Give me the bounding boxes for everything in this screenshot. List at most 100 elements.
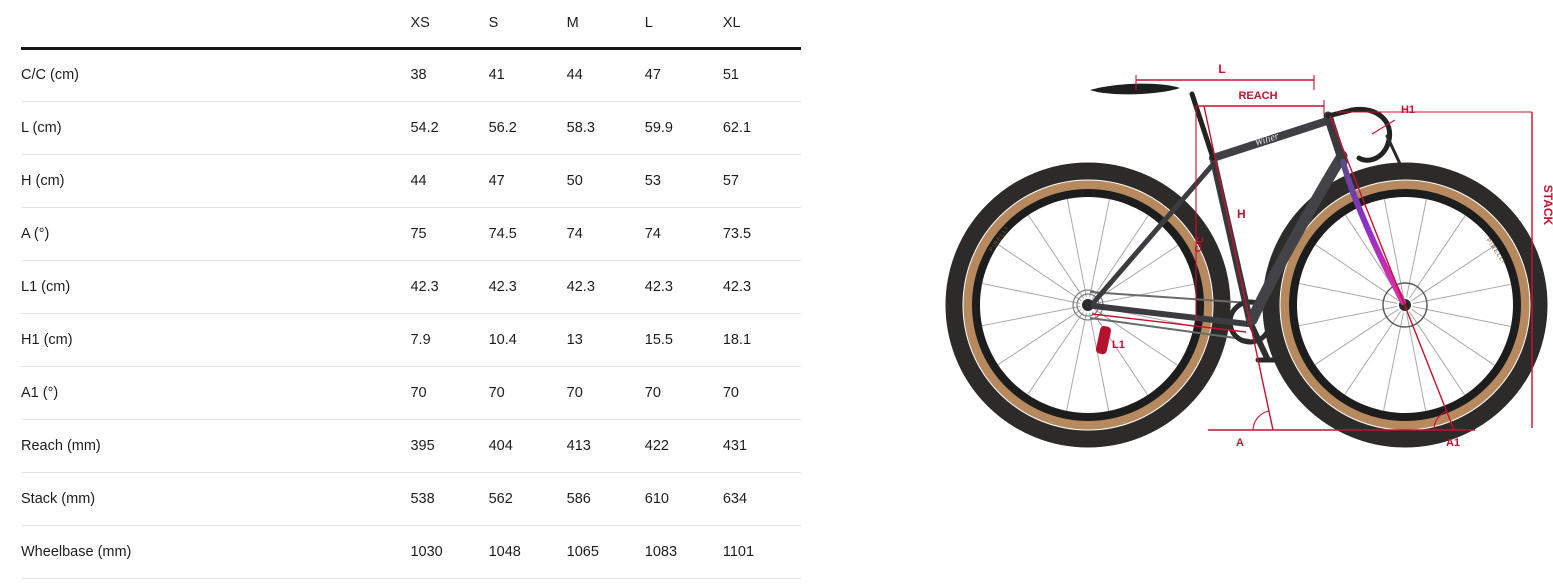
- row-value: 57: [722, 172, 739, 189]
- row-value: 42.3: [644, 278, 673, 295]
- size-column-header: XS: [410, 0, 489, 50]
- row-value: 58.3: [566, 119, 595, 136]
- table-row: A1 (°) 70 70 70 70 70: [21, 366, 801, 419]
- row-value: 70: [410, 384, 427, 401]
- row-label: Stack (mm): [21, 490, 96, 507]
- row-value: 38: [410, 67, 427, 83]
- row-label: Wheelbase (mm): [21, 543, 132, 560]
- row-value: 53: [644, 172, 661, 189]
- row-value: 47: [488, 172, 505, 189]
- row-label: C/C (cm): [21, 67, 79, 83]
- row-value: 44: [566, 67, 583, 83]
- row-value: 538: [410, 490, 435, 507]
- row-value: 562: [488, 490, 513, 507]
- chain-bottom: [1089, 317, 1251, 341]
- row-value: 395: [410, 437, 435, 454]
- row-value: 18.1: [722, 331, 752, 348]
- row-value: 70: [722, 384, 739, 401]
- row-value: 44: [410, 172, 427, 189]
- front-wheel: PIRELLI: [1262, 162, 1548, 448]
- frame-logo-text: Wilier: [1254, 131, 1281, 149]
- row-value: 7.9: [410, 331, 431, 348]
- front-tire-sidewall: [1280, 180, 1530, 430]
- crank-arm: [1247, 319, 1270, 361]
- row-value: 13: [566, 331, 583, 348]
- row-value: 70: [488, 384, 505, 401]
- size-column-header: L: [644, 0, 723, 50]
- seat-tube-axis-line: [1203, 105, 1274, 431]
- geometry-table: XS S M L XL C/C (cm) 38 41 44 47 51 L (cm) 54.2…: [21, 0, 801, 579]
- stem: [1325, 107, 1355, 119]
- size-column-header: M: [566, 0, 645, 50]
- row-label: L (cm): [21, 119, 62, 136]
- row-value: 1065: [566, 543, 599, 560]
- row-label: A1 (°): [21, 384, 59, 401]
- handlebar: [1349, 106, 1393, 163]
- row-value: 634: [722, 490, 748, 507]
- row-value: 51: [722, 67, 739, 83]
- bike-geometry-diagram: PIRELLI PIRELLI: [940, 40, 1553, 515]
- rear-spokes: [981, 198, 1195, 412]
- stack-label: STACK: [1541, 185, 1553, 226]
- row-value: 42.3: [410, 278, 439, 295]
- h1-leader-line: [1371, 119, 1396, 135]
- geometry-annotations: L REACH H1 STACK H C/C L1: [1091, 62, 1553, 449]
- top-tube: [1209, 116, 1334, 162]
- row-value: 586: [566, 490, 591, 507]
- row-value: 62.1: [722, 119, 752, 136]
- row-label: H1 (cm): [21, 331, 73, 348]
- row-value: 1083: [644, 543, 678, 560]
- rear-derailleur: [1095, 326, 1112, 355]
- h1-label: H1: [1401, 104, 1415, 116]
- l1-label: L1: [1112, 339, 1125, 351]
- row-value: 70: [566, 384, 583, 401]
- rear-hub: [1082, 299, 1094, 311]
- front-spokes: [1298, 198, 1512, 412]
- size-header-row: XS S M L XL: [21, 0, 801, 50]
- seatpost: [1189, 91, 1216, 161]
- geometry-table-body: C/C (cm) 38 41 44 47 51 L (cm) 54.2 56.2 58.3 59.9…: [21, 48, 801, 578]
- reach-label: REACH: [1238, 90, 1277, 102]
- h-label: H: [1237, 207, 1246, 221]
- row-value: 47: [644, 67, 661, 83]
- row-value: 1030: [410, 543, 443, 560]
- row-value: 15.5: [644, 331, 673, 348]
- row-value: 10.4: [488, 331, 517, 348]
- head-tube: [1323, 111, 1348, 167]
- row-value: 431: [722, 437, 748, 454]
- row-label: H (cm): [21, 172, 65, 189]
- a-label: A: [1236, 437, 1244, 449]
- table-row: C/C (cm) 38 41 44 47 51: [21, 48, 801, 101]
- row-label: A (°): [21, 225, 50, 242]
- row-value: 59.9: [644, 119, 673, 136]
- rear-wheel: PIRELLI: [945, 162, 1231, 448]
- row-value: 56.2: [488, 119, 517, 136]
- front-rim: [1289, 189, 1521, 421]
- fork: [1340, 159, 1406, 305]
- front-brake-rotor: [1382, 282, 1428, 328]
- brake-lever: [1385, 134, 1403, 168]
- row-value: 422: [644, 437, 669, 454]
- row-value: 610: [644, 490, 669, 507]
- rear-rim: [972, 189, 1204, 421]
- chain-top: [1089, 291, 1251, 304]
- table-row: A (°) 75 74.5 74 74 73.5: [21, 207, 801, 260]
- a1-label: A1: [1446, 437, 1460, 449]
- a-angle-arc: [1252, 410, 1270, 431]
- row-value: 70: [644, 384, 661, 401]
- size-column-header: XL: [722, 0, 801, 50]
- front-tire: [1262, 162, 1548, 448]
- size-column-header: S: [488, 0, 567, 50]
- table-row: H1 (cm) 7.9 10.4 13 15.5 18.1: [21, 313, 801, 366]
- row-value: 42.3: [488, 278, 517, 295]
- row-value: 41: [488, 67, 505, 83]
- row-value: 50: [566, 172, 583, 189]
- bike-diagram-svg: PIRELLI PIRELLI: [945, 62, 1553, 449]
- table-row: Reach (mm) 395 404 413 422 431: [21, 419, 801, 472]
- l-label: L: [1218, 62, 1225, 76]
- row-value: 404: [488, 437, 513, 454]
- rear-tire: [945, 162, 1231, 448]
- row-value: 74.5: [488, 225, 517, 242]
- row-value: 75: [410, 225, 427, 242]
- saddle: [1090, 83, 1180, 95]
